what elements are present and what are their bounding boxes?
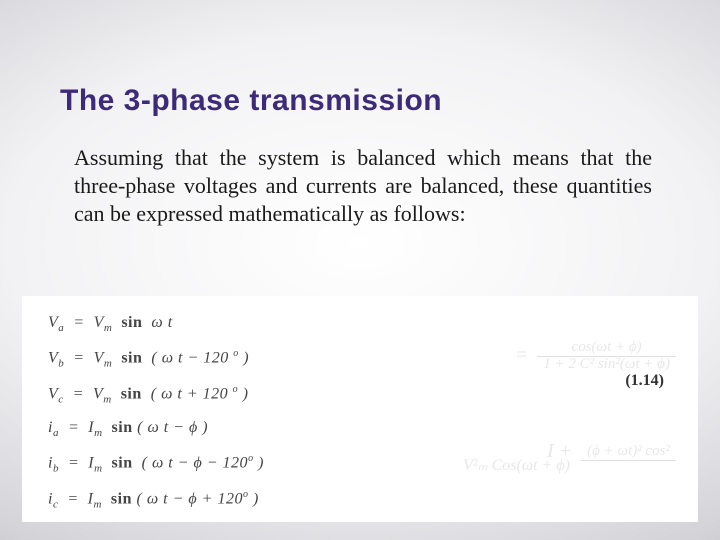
equation-vc: Vc = Vm sin ( ω t + 120 o ) — [48, 384, 678, 406]
slide: The 3-phase transmission Assuming that t… — [0, 0, 720, 540]
eq-arg: ω t − 120 — [162, 350, 229, 367]
eq-lhs-sub: a — [53, 427, 59, 439]
eq-rhs-sub: m — [104, 322, 112, 334]
equation-ib: ib = Im sin ( ω t − ϕ − 120o ) — [48, 453, 678, 475]
eq-lhs-sub: a — [58, 322, 64, 334]
eq-rhs-sym: V — [93, 385, 103, 402]
eq-arg: ω t − ϕ + 120 — [147, 490, 243, 507]
eq-arg: ω t − ϕ — [147, 419, 197, 436]
eq-arg: ω t — [151, 314, 172, 331]
eq-lhs-sub: c — [58, 393, 63, 405]
equation-ia: ia = Im sin ( ω t − ϕ ) — [48, 419, 678, 439]
eq-fn: sin — [121, 385, 142, 402]
eq-fn: sin — [121, 350, 142, 367]
eq-rhs-sub: m — [103, 393, 111, 405]
eq-fn: sin — [121, 314, 142, 331]
eq-close: ) — [238, 385, 248, 402]
eq-close: ) — [248, 490, 258, 507]
eq-open: ( — [151, 350, 161, 367]
eq-rhs-sub: m — [94, 427, 102, 439]
equation-ic: ic = Im sin ( ω t − ϕ + 120o ) — [48, 489, 678, 511]
eq-fn: sin — [111, 490, 132, 507]
eq-arg: ω t + 120 — [161, 385, 228, 402]
eq-open: ( — [137, 490, 147, 507]
eq-close: ) — [239, 350, 249, 367]
eq-open: ( — [151, 385, 161, 402]
equation-va: Va = Vm sin ω t — [48, 314, 678, 334]
slide-title: The 3-phase transmission — [60, 84, 660, 118]
eq-rhs-sub: m — [93, 498, 101, 510]
eq-open: ( — [142, 455, 152, 472]
eq-lhs-sub: b — [58, 358, 64, 370]
eq-rhs-sym: V — [94, 314, 104, 331]
eq-fn: sin — [112, 419, 133, 436]
eq-rhs-sub: m — [104, 358, 112, 370]
eq-close: ) — [198, 419, 208, 436]
eq-open: ( — [137, 419, 147, 436]
eq-lhs-sub: b — [53, 463, 59, 475]
eq-lhs-sym: V — [48, 314, 58, 331]
eq-rhs-sub: m — [94, 463, 102, 475]
eq-lhs-sym: V — [48, 385, 58, 402]
equation-number: (1.14) — [625, 372, 664, 390]
slide-paragraph: Assuming that the system is balanced whi… — [60, 144, 660, 228]
eq-fn: sin — [112, 455, 133, 472]
eq-arg: ω t − ϕ − 120 — [152, 455, 248, 472]
eq-rhs-sym: V — [94, 350, 104, 367]
equation-vb: Vb = Vm sin ( ω t − 120 o ) — [48, 348, 678, 370]
eq-lhs-sub: c — [53, 498, 58, 510]
eq-lhs-sym: V — [48, 350, 58, 367]
equations-panel: Va = Vm sin ω t Vb = Vm sin ( ω t − 120 … — [22, 296, 698, 522]
eq-close: ) — [254, 455, 264, 472]
